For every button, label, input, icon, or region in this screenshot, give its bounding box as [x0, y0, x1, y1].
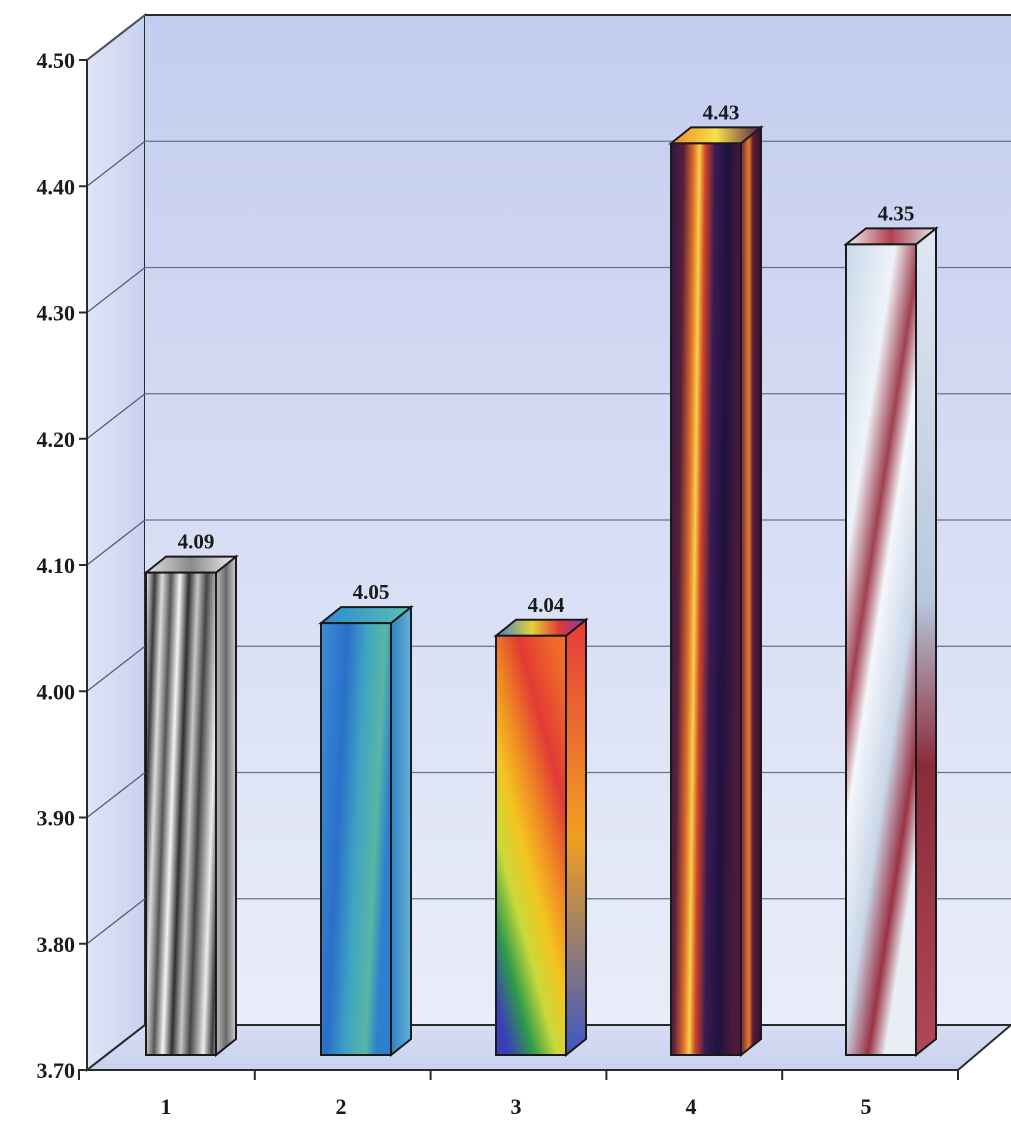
x-tick-label-5: 5: [861, 1094, 872, 1119]
y-tick-label: 4.10: [37, 553, 76, 578]
data-label-2: 4.05: [353, 580, 390, 604]
gridline-side: [86, 772, 146, 818]
y-tick-label: 4.50: [37, 48, 76, 73]
bar-4: [670, 142, 742, 1056]
bar-2: [320, 622, 392, 1056]
bar-3: [495, 634, 567, 1056]
y-tick-label: 4.30: [37, 301, 76, 326]
bar-4-side: [740, 125, 762, 1058]
gridline-side: [86, 14, 146, 61]
gridline-side: [86, 645, 146, 692]
data-label-4: 4.43: [703, 100, 740, 124]
y-tick-label: 3.90: [37, 806, 76, 831]
bar-5-side: [915, 226, 937, 1058]
gridline-side: [86, 267, 146, 313]
x-tick-label-1: 1: [161, 1094, 172, 1119]
x-tick-label-2: 2: [336, 1094, 347, 1119]
bar-1: [145, 571, 217, 1056]
gridline-side: [86, 140, 146, 187]
gridline-side: [86, 393, 146, 440]
gridline-side: [86, 519, 146, 566]
bar-1-side: [215, 554, 237, 1058]
data-label-1: 4.09: [178, 530, 215, 554]
x-tick-label-3: 3: [511, 1094, 522, 1119]
x-tick-label-4: 4: [686, 1094, 697, 1119]
y-tick-label: 4.40: [37, 174, 76, 199]
y-tick-label: 3.70: [37, 1058, 76, 1083]
gridline-side: [86, 898, 146, 945]
y-tick-label: 4.20: [37, 427, 76, 452]
bar-5: [845, 243, 917, 1056]
bar-2-side: [390, 605, 412, 1058]
y-tick-label: 4.00: [37, 679, 76, 704]
bar-3-side: [565, 617, 587, 1058]
data-label-5: 4.35: [878, 201, 915, 225]
data-label-3: 4.04: [528, 593, 565, 617]
y-tick-label: 3.80: [37, 932, 76, 957]
